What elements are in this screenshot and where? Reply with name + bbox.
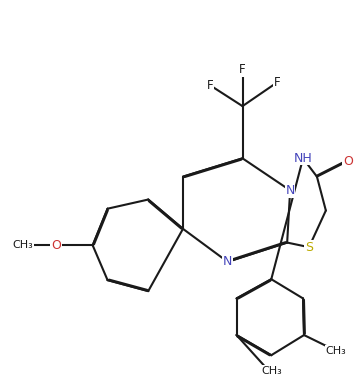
Text: O: O (343, 154, 353, 168)
Text: CH₃: CH₃ (325, 346, 346, 356)
Text: N: N (223, 255, 232, 268)
Text: CH₃: CH₃ (261, 366, 282, 376)
Text: F: F (239, 63, 246, 76)
Text: F: F (274, 76, 280, 89)
Text: NH: NH (294, 152, 312, 165)
Text: F: F (206, 79, 213, 91)
Text: O: O (51, 239, 61, 252)
Text: N: N (285, 184, 295, 197)
Text: CH₃: CH₃ (13, 240, 34, 251)
Text: S: S (305, 241, 313, 254)
